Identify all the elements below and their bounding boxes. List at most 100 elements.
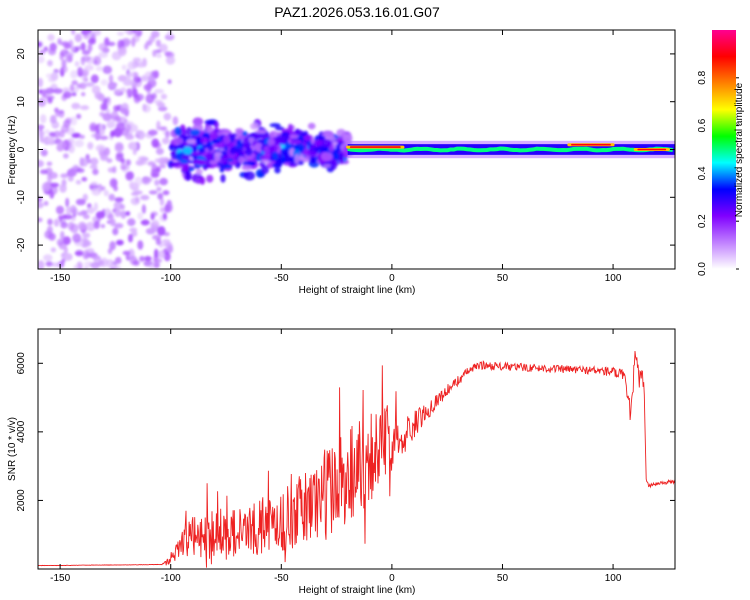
spectrogram-blob [109,241,116,251]
carrier-core [347,146,674,153]
spectrogram-blob [126,171,135,181]
colorbar-tick-label: 0.0 [697,262,708,276]
spectrogram-blob [91,262,100,269]
spectrogram-blob [163,251,171,262]
carrier-line [346,140,675,159]
spectrogram-blob [71,30,76,35]
spectrogram-blob [89,164,98,169]
spectrogram-blob [63,253,73,261]
spectrogram-blob [83,266,89,269]
snr-frame [37,328,676,570]
spectrogram-blob [198,147,206,154]
spectrogram-blob [99,135,109,140]
spectrogram-blob [60,230,65,240]
x-tick-label: 0 [389,273,395,284]
spectrogram-blob [133,71,138,82]
colorbar-tick-label: 0.6 [697,118,708,132]
spectrogram-blob [45,87,55,95]
y-tick-label: -20 [16,237,27,252]
spectrogram-blob [71,102,81,110]
spectrogram-blob [220,154,229,165]
spectrogram-blob [63,43,72,49]
spectrogram-blob [220,174,226,183]
spectrogram-blob [47,97,53,104]
spectrogram-x-label: Height of straight line (km) [299,285,416,296]
spectrogram-blob [206,174,214,183]
spectrogram-blob [38,41,42,47]
colorbar-tick-label: 0.8 [697,70,708,84]
spectrogram-blob [159,126,168,131]
spectrogram-blob [49,182,60,188]
spectrogram-blob [45,261,53,267]
spectrogram-blob [163,242,171,247]
x-tick-label: 50 [497,573,509,584]
spectrogram-blob [156,186,162,192]
snr-panel: -150 -100 -50 0 50 100 2000 4000 6000 Height of… [7,328,676,596]
spectrogram-blob [159,198,165,206]
spectrogram-blob [132,141,138,152]
x-tick-label: 100 [605,273,622,284]
spectrogram-blob [135,130,143,136]
spectrogram-blob [338,152,345,162]
spectrogram-blob [183,165,190,172]
spectrogram-blob [263,145,271,153]
spectrogram-blob [125,211,131,216]
spectrogram-blob [163,112,172,121]
spectrogram-blob [114,223,124,229]
spectrogram-blob [164,33,175,41]
spectrogram-blob [90,157,99,166]
spectrogram-blob [98,51,109,59]
spectrogram-blob [44,129,51,135]
spectrogram-blob [148,190,158,195]
spectrogram-blob [162,190,170,196]
spectrogram-blob [75,179,82,185]
spectrogram-blob [137,240,144,250]
spectrogram-blob [50,247,57,253]
spectrogram-blob [261,165,270,174]
spectrogram-blob [314,139,324,147]
spectrogram-blob [244,147,253,156]
spectrogram-blob [317,135,326,141]
spectrogram-blob [43,46,49,52]
spectrogram-blob [289,139,302,145]
spectrogram-blob [38,97,47,107]
spectrogram-blob [269,123,281,128]
spectrogram-blob [316,145,325,151]
spectrogram-blob [142,104,151,113]
spectrogram-blob [115,256,122,264]
spectrogram-blob [137,61,145,68]
spectrogram-blob [74,251,84,256]
spectrogram-blob [63,236,71,245]
spectrogram-blob [167,30,173,37]
x-tick-label: -50 [274,573,289,584]
spectrogram-blob [67,175,74,182]
spectrogram-blob [117,75,128,82]
spectrogram-blob [130,197,140,206]
spectrogram-blob [157,193,164,200]
spectrogram-blob [87,142,94,150]
spectrogram-blob [53,88,63,94]
spectrogram-blob [153,70,159,79]
spectrogram-blob [38,124,45,130]
spectrogram-blob [70,70,78,79]
spectrogram-blob [168,143,174,151]
spectrogram-blob [147,161,156,167]
spectrogram-blob [159,43,168,53]
spectrogram-blob [140,194,150,201]
spectrogram-blob [129,227,138,233]
spectrogram-blob [84,64,94,71]
x-tick-label: 100 [605,573,622,584]
spectrogram-blob [123,80,133,86]
spectrogram-blob [107,262,115,269]
spectrogram-blob [95,144,106,152]
spectrogram-blob [40,114,47,124]
spectrogram-blob [85,221,96,232]
snr-y-label: SNR (10 * v/v) [7,417,18,481]
spectrogram-blob [38,196,43,203]
spectrogram-blob [60,173,69,179]
spectrogram-blob [149,264,155,269]
spectrogram-blob [112,227,119,236]
spectrogram-blob [114,209,122,218]
spectrogram-blob [77,66,83,77]
spectrogram-blob [157,106,168,112]
